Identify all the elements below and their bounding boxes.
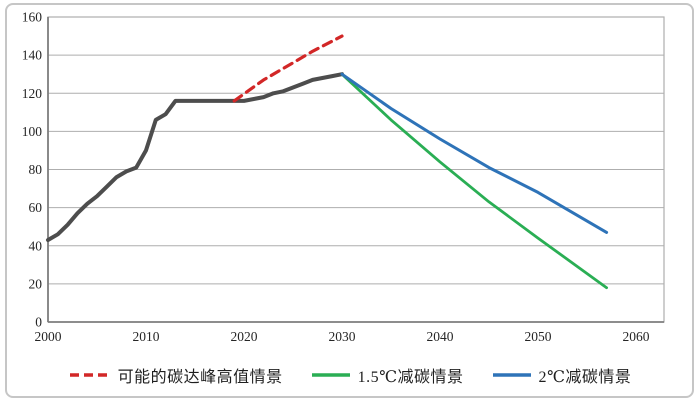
legend-item-peak-high-scenario: 可能的碳达峰高值情景 <box>69 363 283 387</box>
scenario-1-5c-line <box>340 72 608 290</box>
x-tick-label-2060: 2060 <box>623 329 650 344</box>
legend-label-scenario-2c: 2℃减碳情景 <box>538 369 632 386</box>
scenario-2c-line <box>340 72 609 234</box>
peak-high-scenario-line <box>232 34 344 103</box>
x-tick-label-2000: 2000 <box>35 329 62 344</box>
red-dashed-line-marker <box>69 373 110 377</box>
legend-label-peak-high-scenario: 可能的碳达峰高值情景 <box>117 369 283 386</box>
y-tick-label-100: 100 <box>22 124 43 139</box>
legend-item-scenario-2c: 2℃减碳情景 <box>492 363 632 387</box>
y-tick-label-0: 0 <box>35 315 42 330</box>
y-tick-label-120: 120 <box>22 86 43 101</box>
legend-label-scenario-1-5c: 1.5℃减碳情景 <box>357 369 464 386</box>
chart-legend: 可能的碳达峰高值情景 1.5℃减碳情景 2℃减碳情景 <box>0 358 700 392</box>
y-tick-label-20: 20 <box>29 276 43 291</box>
green-line-marker <box>311 373 350 377</box>
x-tick-label-2030: 2030 <box>329 329 356 344</box>
y-tick-label-60: 60 <box>29 200 43 215</box>
y-tick-label-140: 140 <box>22 48 43 63</box>
x-tick-label-2050: 2050 <box>525 329 552 344</box>
x-tick-label-2020: 2020 <box>231 329 258 344</box>
chart-frame <box>5 3 694 398</box>
y-tick-label-160: 160 <box>22 10 43 25</box>
y-tick-label-40: 40 <box>29 238 43 253</box>
x-tick-label-2040: 2040 <box>427 329 454 344</box>
blue-line-marker <box>492 373 531 377</box>
historical-emissions-line <box>46 72 344 242</box>
legend-item-scenario-1-5c: 1.5℃减碳情景 <box>311 363 464 387</box>
y-tick-label-80: 80 <box>29 162 43 177</box>
x-tick-label-2010: 2010 <box>133 329 160 344</box>
